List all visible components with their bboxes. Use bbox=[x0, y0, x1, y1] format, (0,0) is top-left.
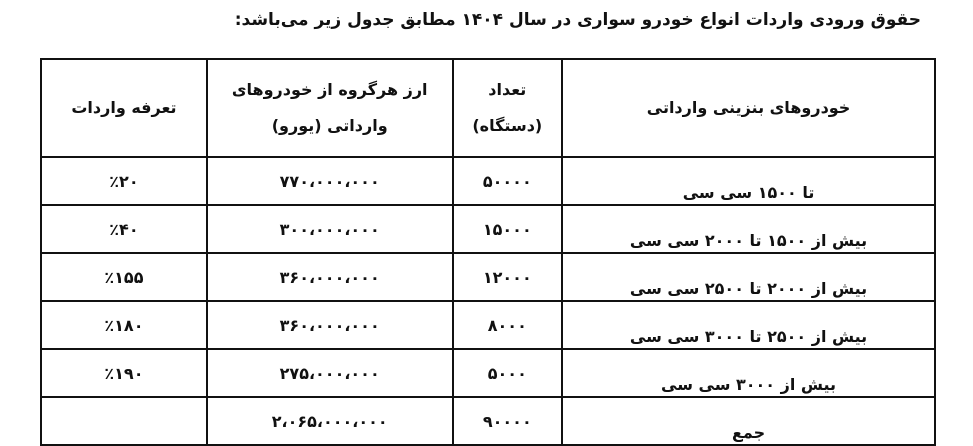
header-tariff: تعرفه واردات bbox=[40, 58, 208, 158]
table-row: بیش از ۲۰۰۰ تا ۲۵۰۰ سی سی ۱۲۰۰۰ ۳۶۰،۰۰۰،۰۰… bbox=[40, 252, 936, 302]
total-row: جمع ۹۰۰۰۰ ۲،۰۶۵،۰۰۰،۰۰۰ bbox=[40, 396, 936, 446]
cell-vehicle-class: بیش از ۲۰۰۰ تا ۲۵۰۰ سی سی bbox=[561, 252, 936, 302]
cell-tariff bbox=[40, 396, 208, 446]
cell-currency-amount: ۲۷۵،۰۰۰،۰۰۰ bbox=[205, 348, 454, 398]
cell-vehicle-class: بیش از ۲۵۰۰ تا ۳۰۰۰ سی سی bbox=[561, 300, 936, 350]
cell-tariff: ٪۱۵۵ bbox=[40, 252, 208, 302]
cell-currency-amount: ۳۶۰،۰۰۰،۰۰۰ bbox=[205, 300, 454, 350]
cell-count: ۱۵۰۰۰ bbox=[451, 204, 564, 254]
cell-currency-amount: ۳۰۰،۰۰۰،۰۰۰ bbox=[205, 204, 454, 254]
cell-currency-amount: ۷۷۰،۰۰۰،۰۰۰ bbox=[205, 156, 454, 206]
cell-count: ۹۰۰۰۰ bbox=[451, 396, 564, 446]
table-header-row: خودروهای بنزینی وارداتی تعداد (دستگاه) ا… bbox=[40, 58, 936, 158]
cell-count: ۸۰۰۰ bbox=[451, 300, 564, 350]
cell-tariff: ٪۱۹۰ bbox=[40, 348, 208, 398]
table-row: بیش از ۳۰۰۰ سی سی ۵۰۰۰ ۲۷۵،۰۰۰،۰۰۰ ٪۱۹۰ bbox=[40, 348, 936, 398]
document-heading: حقوق ورودی واردات انواع خودرو سواری در س… bbox=[234, 10, 921, 30]
header-vehicles: خودروهای بنزینی وارداتی bbox=[561, 58, 936, 158]
table-row: تا ۱۵۰۰ سی سی ۵۰۰۰۰ ۷۷۰،۰۰۰،۰۰۰ ٪۲۰ bbox=[40, 156, 936, 206]
cell-count: ۵۰۰۰۰ bbox=[451, 156, 564, 206]
table-row: بیش از ۲۵۰۰ تا ۳۰۰۰ سی سی ۸۰۰۰ ۳۶۰،۰۰۰،۰۰۰… bbox=[40, 300, 936, 350]
cell-tariff: ٪۱۸۰ bbox=[40, 300, 208, 350]
cell-tariff: ٪۲۰ bbox=[40, 156, 208, 206]
cell-vehicle-class: بیش از ۳۰۰۰ سی سی bbox=[561, 348, 936, 398]
header-count: تعداد (دستگاه) bbox=[451, 58, 564, 158]
cell-currency-amount: ۲،۰۶۵،۰۰۰،۰۰۰ bbox=[205, 396, 454, 446]
cell-count: ۵۰۰۰ bbox=[451, 348, 564, 398]
cell-tariff: ٪۴۰ bbox=[40, 204, 208, 254]
cell-vehicle-class: تا ۱۵۰۰ سی سی bbox=[561, 156, 936, 206]
table-row: بیش از ۱۵۰۰ تا ۲۰۰۰ سی سی ۱۵۰۰۰ ۳۰۰،۰۰۰،۰۰… bbox=[40, 204, 936, 254]
cell-currency-amount: ۳۶۰،۰۰۰،۰۰۰ bbox=[205, 252, 454, 302]
cell-count: ۱۲۰۰۰ bbox=[451, 252, 564, 302]
cell-vehicle-class: بیش از ۱۵۰۰ تا ۲۰۰۰ سی سی bbox=[561, 204, 936, 254]
cell-vehicle-class: جمع bbox=[561, 396, 936, 446]
import-tariff-table: خودروهای بنزینی وارداتی تعداد (دستگاه) ا… bbox=[40, 58, 936, 446]
header-currency: ارز هرگروه از خودروهای وارداتی (یورو) bbox=[205, 58, 454, 158]
